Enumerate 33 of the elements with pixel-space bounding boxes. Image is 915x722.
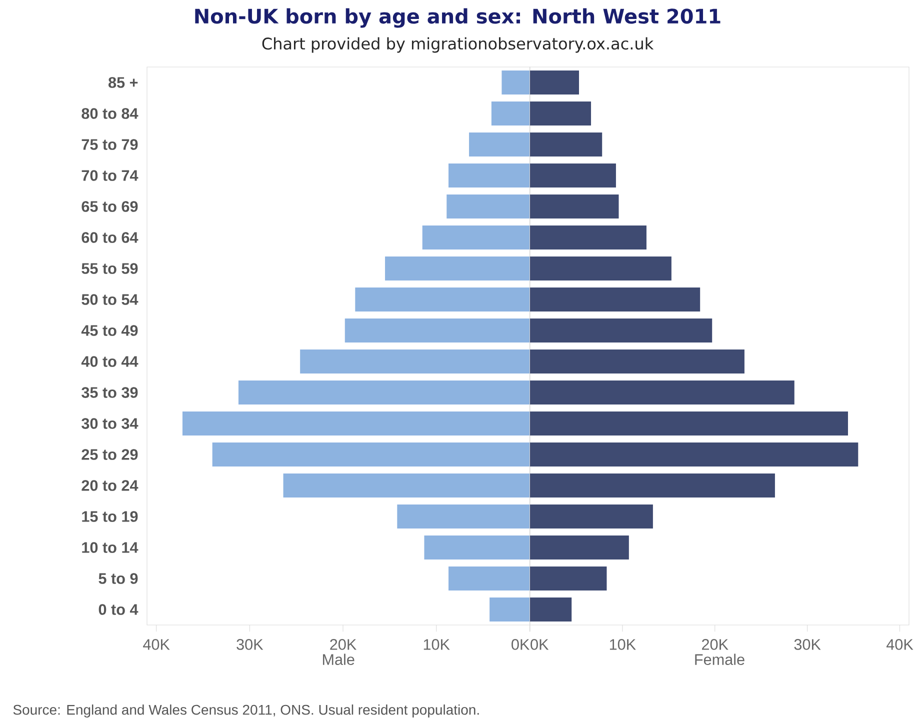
y-tick-label: 45 to 49 [81, 325, 138, 336]
y-tick-label: 5 to 9 [98, 573, 138, 584]
y-tick-label: 75 to 79 [82, 139, 138, 150]
y-tick-label: 55 to 59 [82, 263, 138, 274]
y-tick-label: 30 to 34 [82, 418, 138, 429]
x-axis-title: Female [695, 654, 744, 665]
y-tick-label: 25 to 29 [82, 449, 138, 460]
source-note: Source: England and Wales Census 2011, ONS. Usual resident population. [13, 704, 479, 718]
x-tick-label: 40K [143, 639, 170, 650]
x-tick-label: 0K [512, 639, 530, 650]
y-tick-label: 70 to 74 [82, 170, 138, 181]
y-tick-label: 40 to 44 [81, 356, 138, 367]
x-tick-label: 40K [886, 639, 914, 650]
x-tick-label: 20K [330, 639, 356, 650]
y-tick-label: 15 to 19 [82, 511, 138, 522]
x-tick-label: 30K [794, 639, 821, 650]
y-tick-label: 60 to 64 [82, 232, 138, 243]
x-tick-label: 20K [702, 639, 728, 650]
chart-title: Non-UK born by age and sex: North West 2011 [195, 8, 720, 28]
chart-subtitle: Chart provided by migrationobservatory.ox.ac.uk [262, 37, 654, 53]
y-tick-label: 80 to 84 [82, 108, 138, 119]
x-tick-label: 10K [424, 639, 450, 650]
x-tick-label: 30K [236, 639, 264, 650]
x-tick-label: 0K [530, 639, 549, 650]
y-tick-label: 50 to 54 [82, 294, 138, 305]
y-tick-label: 85 + [108, 77, 138, 88]
y-tick-label: 0 to 4 [98, 604, 138, 615]
y-tick-label: 35 to 39 [82, 387, 138, 398]
y-tick-label: 10 to 14 [82, 542, 138, 553]
x-axis-title: Male [322, 654, 354, 665]
y-tick-label: 20 to 24 [82, 480, 138, 491]
y-tick-label: 65 to 69 [82, 201, 138, 212]
x-tick-label: 10K [610, 639, 636, 650]
